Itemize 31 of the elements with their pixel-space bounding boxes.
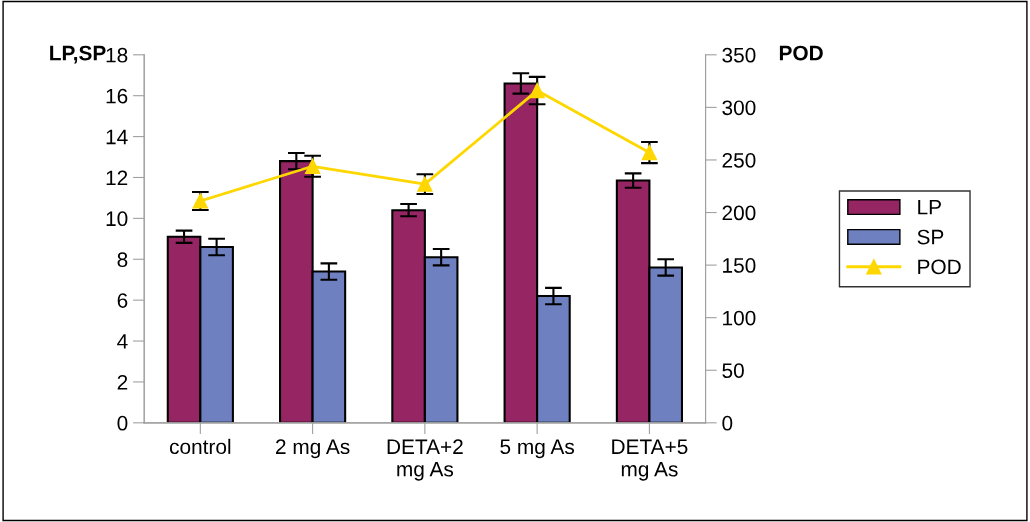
legend-label: LP: [918, 200, 941, 215]
y2-tick-label: 50: [722, 363, 744, 378]
x-tick-label: 5 mg As: [500, 439, 575, 459]
y2-tick-label: 350: [722, 47, 756, 63]
y2-tick-label: 0: [722, 415, 733, 431]
y-tick-label: 8: [117, 252, 128, 268]
y-tick-label: 16: [106, 88, 128, 104]
y-tick-label: 0: [117, 415, 128, 431]
legend-label: SP: [917, 229, 944, 245]
y2-tick-label: 300: [722, 100, 756, 116]
y-tick-label: 6: [117, 293, 128, 308]
x-tick-label: DETA+2 mg As: [387, 439, 463, 481]
y-tick-label: 10: [106, 211, 128, 227]
y-tick-label: 18: [106, 47, 128, 63]
point: [641, 144, 658, 161]
point: [304, 158, 321, 174]
y-tick-label: 12: [106, 170, 128, 186]
point: [529, 82, 545, 99]
y2-tick-label: 150: [723, 258, 756, 273]
y-tick-label: 2: [117, 374, 128, 390]
y2-tick-label: 200: [722, 205, 756, 221]
y2-tick-label: 100: [723, 310, 756, 326]
y2-tick-label: 250: [722, 152, 756, 168]
y-tick-label: 4: [117, 334, 128, 349]
x-tick-label: control: [169, 438, 231, 455]
y2-axis-title: POD: [779, 45, 823, 61]
x-tick-label: 2 mg As: [276, 439, 350, 459]
legend-label: POD: [918, 259, 961, 275]
y-tick-label: 14: [106, 129, 128, 145]
x-tick-label: DETA+5 mg As: [612, 439, 688, 481]
y-axis-title: LP,SP: [50, 45, 106, 64]
